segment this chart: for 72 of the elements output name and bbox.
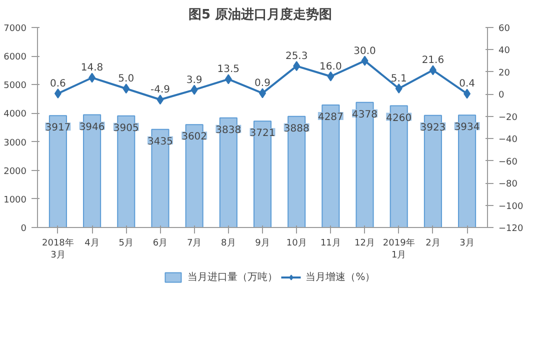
point bbox=[293, 61, 300, 72]
data-label: 3838 bbox=[216, 124, 242, 136]
y2-tick-label: 20 bbox=[498, 68, 510, 78]
x-tick-label: 3月 bbox=[460, 238, 474, 248]
y2-tick-label: −40 bbox=[498, 135, 518, 146]
data-label: 0.4 bbox=[459, 78, 475, 90]
data-label: 5.0 bbox=[118, 74, 134, 85]
x-tick-label: 2018年 3月 bbox=[42, 238, 74, 260]
data-label: 3946 bbox=[79, 122, 105, 133]
y2-tick-label: 0 bbox=[498, 90, 504, 101]
y2-tick-label: −20 bbox=[498, 112, 518, 123]
y2-tick-label: −80 bbox=[498, 180, 518, 190]
x-tick-label: 7月 bbox=[186, 238, 202, 248]
x-tick-label: 2月 bbox=[426, 238, 440, 248]
point bbox=[429, 65, 436, 76]
data-label: 4287 bbox=[318, 112, 344, 124]
y-tick-label: 6000 bbox=[4, 52, 27, 63]
point bbox=[122, 84, 130, 94]
data-label: 0.6 bbox=[50, 78, 66, 90]
y-tick-label: 3000 bbox=[4, 138, 27, 148]
data-label: -4.9 bbox=[150, 84, 170, 96]
data-label: 3721 bbox=[250, 128, 276, 140]
x-tick-label: 11月 bbox=[320, 238, 341, 248]
y2-tick-label: −100 bbox=[498, 202, 524, 212]
data-label: 3934 bbox=[454, 122, 480, 134]
y-tick-label: 4000 bbox=[4, 110, 27, 120]
y2-tick-label: −120 bbox=[498, 224, 524, 234]
data-label: 14.8 bbox=[80, 62, 104, 74]
legend-label: 当月增速（%） bbox=[306, 270, 376, 284]
data-label: 30.0 bbox=[354, 46, 376, 57]
data-label: 4260 bbox=[386, 112, 412, 124]
point bbox=[224, 74, 232, 84]
data-label: 16.0 bbox=[320, 61, 342, 72]
y2-tick-label: 40 bbox=[498, 46, 510, 56]
data-label: 3602 bbox=[182, 132, 208, 143]
y2-tick-label: −60 bbox=[498, 157, 518, 168]
x-tick-label: 2019年 1月 bbox=[382, 238, 415, 260]
x-tick-label: 8月 bbox=[221, 238, 236, 248]
point bbox=[156, 94, 164, 105]
data-label: 13.5 bbox=[217, 64, 240, 76]
data-label: 3917 bbox=[45, 122, 71, 134]
y2-tick-label: 60 bbox=[498, 24, 510, 34]
point bbox=[395, 84, 402, 94]
y-tick-label: 5000 bbox=[4, 81, 27, 92]
x-tick-label: 12月 bbox=[354, 238, 375, 248]
y-tick-label: 0 bbox=[20, 224, 27, 234]
y-tick-label: 1000 bbox=[4, 195, 27, 206]
data-label: 3888 bbox=[284, 123, 310, 134]
data-label: 25.3 bbox=[285, 51, 308, 62]
point bbox=[361, 56, 368, 66]
data-label: 3.9 bbox=[186, 74, 202, 86]
point bbox=[190, 84, 198, 95]
legend-label: 当月进口量（万吨） bbox=[188, 270, 278, 284]
x-tick-label: 4月 bbox=[84, 238, 100, 248]
point bbox=[327, 71, 334, 82]
x-tick-label: 5月 bbox=[118, 238, 134, 248]
data-label: 3435 bbox=[148, 136, 173, 148]
data-label: 5.1 bbox=[390, 74, 407, 84]
point bbox=[464, 88, 471, 99]
data-label: 3923 bbox=[420, 122, 446, 134]
x-tick-label: 6月 bbox=[152, 238, 168, 248]
point bbox=[54, 88, 62, 98]
data-label: 21.6 bbox=[422, 55, 444, 66]
data-label: 0.9 bbox=[254, 78, 270, 90]
chart-title: 图5 原油进口月度走势图 bbox=[188, 6, 332, 22]
data-label: 3905 bbox=[113, 122, 139, 134]
data-label: 4378 bbox=[352, 109, 378, 120]
x-tick-label: 10月 bbox=[286, 238, 307, 248]
y-tick-label: 2000 bbox=[4, 166, 27, 177]
point bbox=[88, 72, 96, 83]
x-tick-label: 9月 bbox=[255, 238, 270, 248]
y-tick-label: 7000 bbox=[4, 24, 27, 34]
